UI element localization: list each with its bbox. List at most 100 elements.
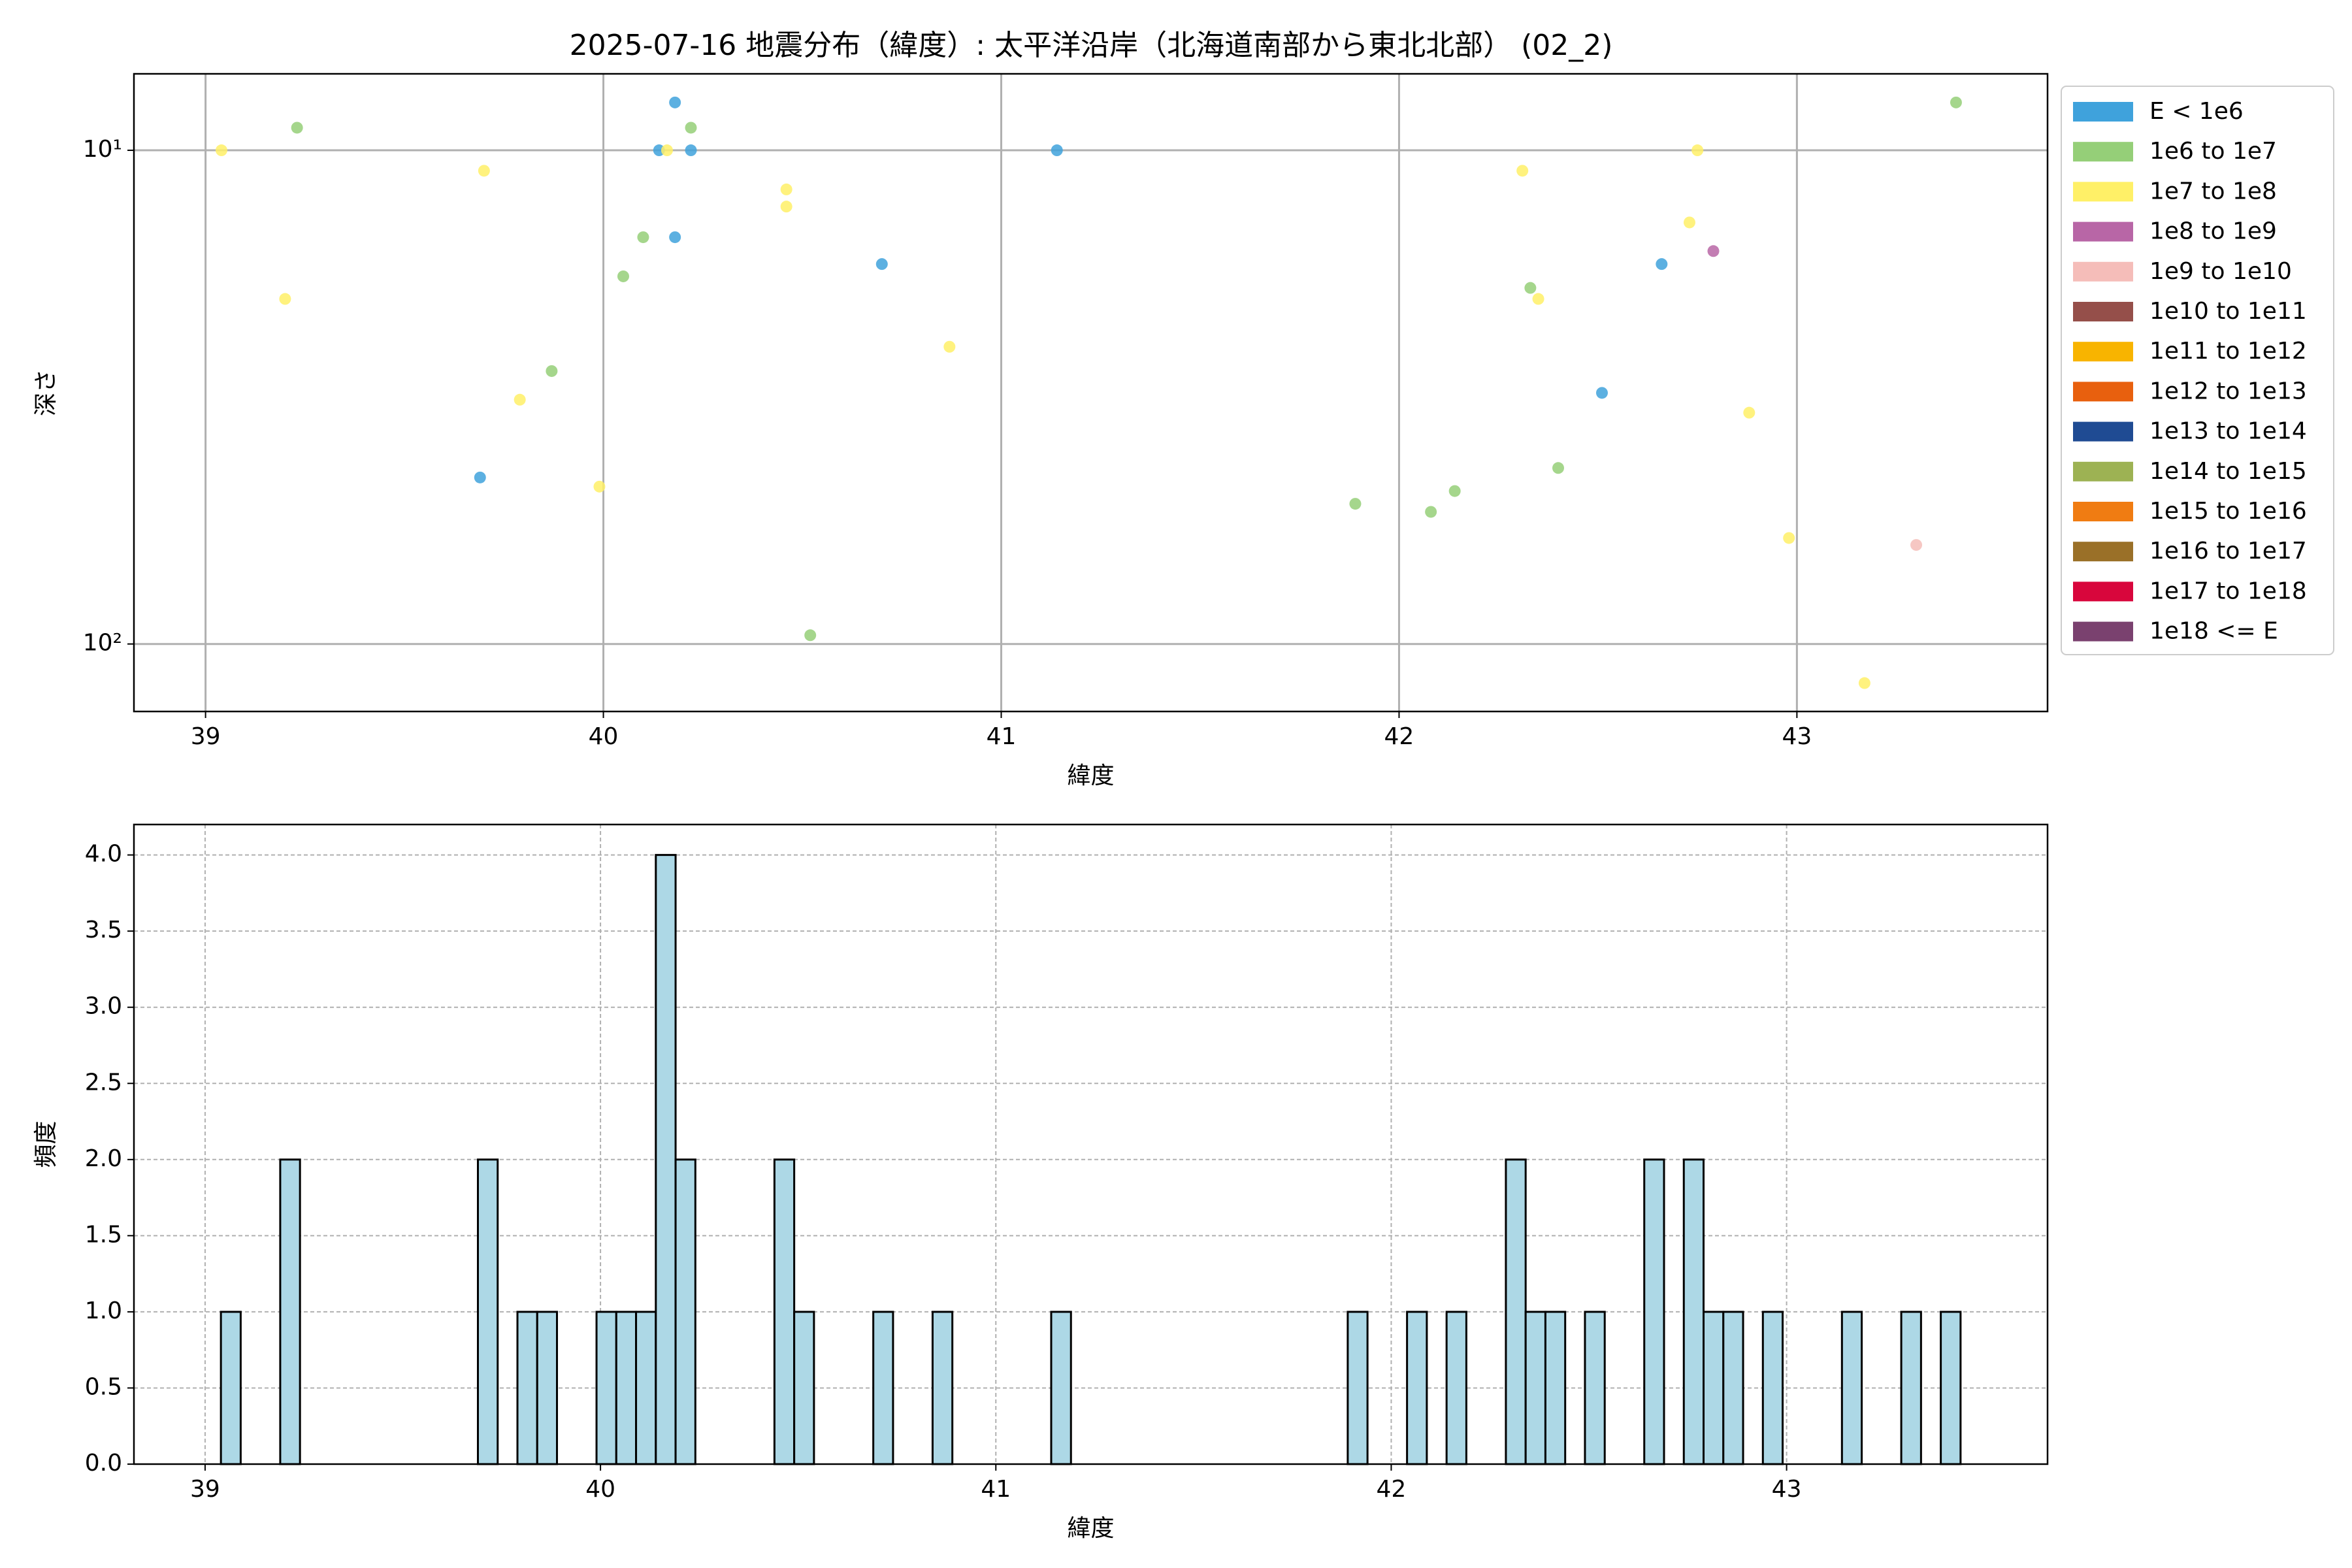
bar <box>595 1311 617 1465</box>
point <box>1656 258 1668 270</box>
point <box>215 144 227 157</box>
y-tick-label: 1.0 <box>85 1298 122 1324</box>
legend-swatch <box>2073 621 2133 642</box>
x-tick-label: 43 <box>1782 723 1812 750</box>
legend-swatch <box>2073 581 2133 602</box>
legend-swatch <box>2073 221 2133 242</box>
plot-area: 39 40 41 42 43 10¹ 10² <box>83 74 2048 750</box>
point <box>943 340 956 353</box>
x-axis-label: 緯度 <box>1067 1515 1114 1542</box>
point <box>1532 293 1544 305</box>
bar <box>1544 1311 1567 1465</box>
bar <box>1505 1158 1527 1465</box>
bar <box>1722 1311 1744 1465</box>
x-tick-label: 40 <box>585 1476 615 1503</box>
point <box>1858 677 1870 689</box>
point <box>1950 96 1962 108</box>
point <box>617 270 629 282</box>
bar <box>635 1311 657 1465</box>
bar <box>536 1311 559 1465</box>
point <box>669 96 681 108</box>
point <box>1595 387 1608 399</box>
point <box>291 122 303 134</box>
legend-swatch <box>2073 102 2133 122</box>
y-tick-label: 10² <box>83 630 122 657</box>
bar <box>674 1158 696 1465</box>
point <box>875 258 888 270</box>
point <box>661 144 673 157</box>
legend-label: 1e7 to 1e8 <box>2149 178 2277 204</box>
point <box>1910 539 1923 551</box>
x-tick-label: 42 <box>1377 1476 1407 1503</box>
point <box>514 393 526 406</box>
point <box>593 480 606 493</box>
y-axis-label: 深さ <box>33 369 59 416</box>
axes-frame <box>133 823 2049 1465</box>
x-tick-label: 41 <box>981 1476 1011 1503</box>
bar <box>1050 1311 1072 1465</box>
legend-swatch <box>2073 261 2133 282</box>
bar <box>773 1158 796 1465</box>
bar <box>931 1311 954 1465</box>
legend-swatch <box>2073 542 2133 562</box>
legend: E < 1e6 1e6 to 1e7 1e7 to 1e8 1e8 to 1e9 1e9… <box>2061 86 2334 655</box>
point <box>1683 216 1695 229</box>
bar <box>1406 1311 1428 1465</box>
bar <box>476 1158 499 1465</box>
point <box>546 365 558 377</box>
x-axis-label: 緯度 <box>1067 762 1114 789</box>
x-tick-label: 42 <box>1384 723 1414 750</box>
y-tick-label: 10¹ <box>83 136 122 163</box>
legend-label: 1e10 to 1e11 <box>2149 298 2307 325</box>
point <box>1783 532 1795 544</box>
bar <box>1761 1311 1784 1465</box>
y-axis-label: 頻度 <box>33 1120 59 1168</box>
legend-label: 1e6 to 1e7 <box>2149 138 2277 165</box>
legend-label: 1e11 to 1e12 <box>2149 338 2307 365</box>
y-tick-label: 3.5 <box>85 917 122 943</box>
legend-label: 1e12 to 1e13 <box>2149 378 2307 404</box>
point <box>1743 406 1756 419</box>
legend-swatch <box>2073 382 2133 402</box>
point <box>1448 485 1461 497</box>
point <box>637 231 649 244</box>
bar <box>516 1311 538 1465</box>
legend-swatch <box>2073 302 2133 321</box>
bar <box>1584 1311 1606 1465</box>
legend-label: 1e9 to 1e10 <box>2149 258 2292 285</box>
legend-label: 1e15 to 1e16 <box>2149 498 2307 525</box>
bar <box>1347 1311 1369 1465</box>
legend-frame <box>2061 86 2334 655</box>
legend-swatch <box>2073 182 2133 202</box>
bar <box>1643 1158 1665 1465</box>
point <box>685 144 697 157</box>
y-tick-label: 2.5 <box>85 1069 122 1096</box>
y-tick-label: 2.0 <box>85 1145 122 1172</box>
point <box>685 122 697 134</box>
bar <box>793 1311 815 1465</box>
point <box>1524 282 1537 294</box>
bar <box>1524 1311 1546 1465</box>
bar <box>279 1158 301 1465</box>
point <box>1051 144 1063 157</box>
point <box>1349 498 1362 510</box>
point <box>780 183 792 195</box>
point <box>474 471 486 483</box>
legend-label: 1e14 to 1e15 <box>2149 458 2307 485</box>
x-tick-label: 40 <box>589 723 619 750</box>
legend-label: 1e16 to 1e17 <box>2149 538 2307 564</box>
bar <box>1900 1311 1922 1465</box>
y-tick-label: 3.0 <box>85 993 122 1020</box>
legend-label: 1e8 to 1e9 <box>2149 218 2277 245</box>
point <box>478 165 490 177</box>
point <box>1516 165 1529 177</box>
y-tick-label: 4.0 <box>85 841 122 868</box>
legend-swatch <box>2073 342 2133 362</box>
bar <box>1840 1311 1863 1465</box>
legend-swatch <box>2073 421 2133 442</box>
bar <box>1445 1311 1467 1465</box>
y-tick-label: 0.5 <box>85 1373 122 1400</box>
axes-frame <box>133 73 2049 713</box>
